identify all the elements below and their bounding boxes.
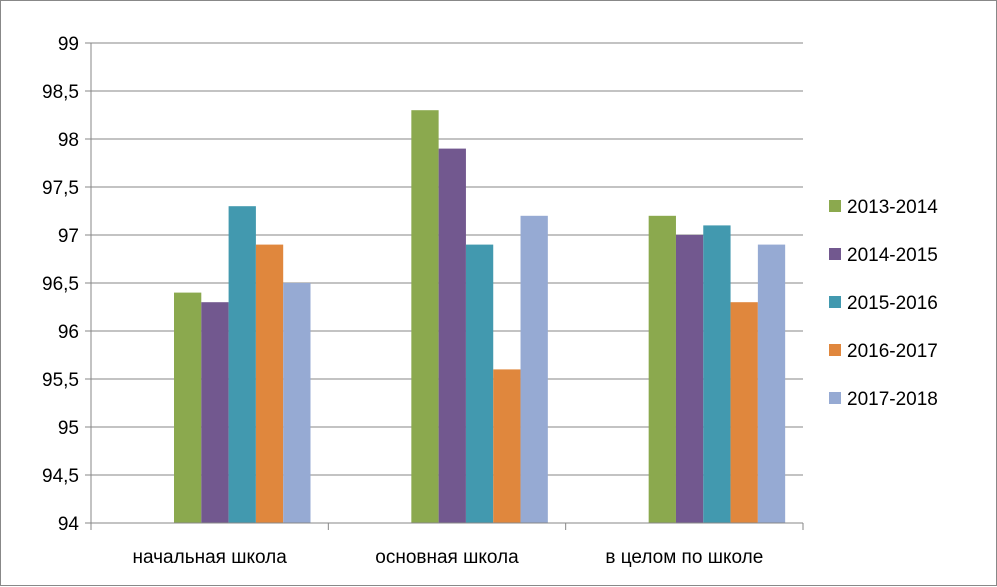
bar-2016-2017-2 [493,369,521,523]
y-tick-label: 96 [58,322,79,343]
y-tick-label: 94,5 [42,466,79,487]
category-label: начальная школа [133,547,288,568]
category-labels: начальная школа основная школа в целом по … [133,547,764,568]
y-tick-label: 99 [58,34,79,55]
bar-2016-2017-3 [730,302,758,523]
bar-2013-2014-2 [411,110,439,523]
axes [85,42,804,530]
legend-swatch [829,296,841,308]
bar-2017-2018-3 [757,244,786,523]
y-tick-label: 95 [58,418,79,439]
legend-label: 2016-2017 [847,341,938,362]
legend-label: 2014-2015 [847,245,938,266]
legend-swatch [829,248,841,260]
y-tick-label: 98 [58,130,79,151]
legend-label: 2017-2018 [847,389,938,410]
category-label: основная школа [375,547,519,568]
bar-2015-2016-3 [703,225,731,523]
bars [174,110,786,524]
bar-2013-2014-3 [648,215,676,524]
bar-2013-2014-1 [174,292,202,523]
legend-swatch [829,392,841,404]
y-tick-label: 96,5 [42,274,79,295]
bar-2017-2018-1 [283,283,311,523]
bar-2015-2016-1 [228,206,256,523]
bar-2015-2016-2 [465,244,494,523]
bar-2014-2015-3 [675,235,704,523]
legend-swatch [829,344,841,356]
legend-label: 2015-2016 [847,293,938,314]
bar-2014-2015-2 [438,148,466,523]
y-tick-label: 97,5 [42,178,79,199]
y-tick-label: 97 [58,226,79,247]
y-tick-label: 98,5 [42,82,79,103]
y-tick-label: 95,5 [42,370,79,391]
bar-2016-2017-1 [255,244,284,523]
legend-swatch [829,200,841,212]
category-label: в целом по школе [605,547,763,568]
bar-2014-2015-1 [201,302,229,523]
y-tick-label: 94 [58,514,80,535]
y-tick-labels: 94 94,5 95 95,5 96 96,5 97 97,5 98 98,5 99 [42,34,79,535]
bar-2017-2018-2 [520,215,548,524]
legend-label: 2013-2014 [847,197,938,218]
legend: 2013-2014 2014-2015 2015-2016 2016-2017 2017… [829,197,938,410]
